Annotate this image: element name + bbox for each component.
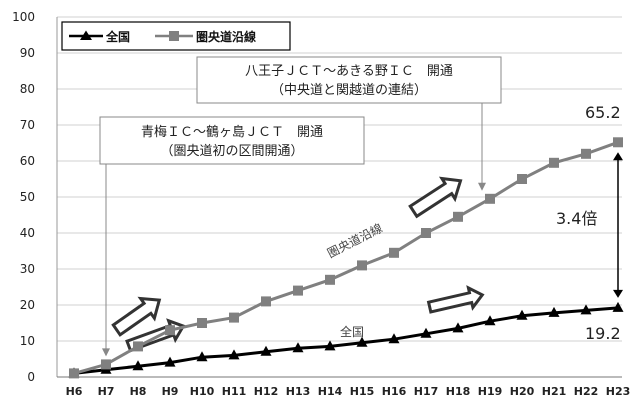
ratio-label: 3.4倍	[556, 209, 597, 228]
x-tick-label-H7: H7	[98, 385, 115, 398]
point-0-13	[484, 315, 496, 326]
ratio-arrow-head-top	[613, 152, 623, 161]
point-0-5	[228, 349, 240, 360]
x-axis-ticks: H6 H7 H8 H9 H10 H11 H12 H13 H14 H15 H16 H17 H18 H19 H2…	[66, 385, 630, 398]
x-tick-label-H13: H13	[286, 385, 311, 398]
x-tick-label-H9: H9	[162, 385, 179, 398]
y-tick-label-10: 10	[20, 334, 35, 348]
point-0-3	[164, 356, 176, 367]
point-0-11	[420, 327, 432, 338]
legend-triangle-icon	[80, 30, 92, 40]
annotation-box-ome: 青梅ＩＣ～鶴ヶ島ＪＣＴ 開通 （圏央道初の区間開通）	[99, 116, 365, 165]
annotation-hachioji-line1: 八王子ＪＣＴ～あきる野ＩＣ 開通	[245, 64, 453, 79]
point-1-10	[389, 247, 399, 258]
pointer-ome-head	[102, 348, 110, 357]
point-0-7	[292, 342, 304, 353]
y-tick-label-100: 100	[12, 10, 35, 24]
ratio-label-bg	[553, 205, 619, 231]
series-line-0	[73, 306, 619, 375]
series-label-national: 全国	[340, 324, 364, 339]
annotation-ome-line2: （圏央道初の区間開通）	[160, 144, 303, 159]
point-1-4	[197, 318, 207, 328]
point-1-11	[421, 228, 431, 238]
y-tick-label-0: 0	[27, 370, 35, 384]
point-1-5	[229, 312, 239, 323]
trend-arrow-national-2	[426, 285, 485, 314]
series-line-1	[73, 140, 619, 375]
x-tick-label-H8: H8	[130, 385, 147, 398]
legend-ken-o: 圏央道沿線	[196, 29, 256, 44]
trend-arrow-ken-o-2	[408, 176, 463, 219]
x-tick-label-H20: H20	[510, 385, 535, 398]
y-tick-label-80: 80	[20, 82, 35, 96]
x-tick-label-H6: H6	[66, 385, 83, 398]
ratio-arrow-head-bottom	[613, 289, 623, 298]
series-markers	[68, 137, 624, 379]
x-tick-label-H16: H16	[382, 385, 407, 398]
x-tick-label-H23: H23	[606, 385, 630, 398]
series-lines	[73, 140, 619, 375]
point-1-8	[325, 274, 335, 285]
point-1-6	[261, 296, 271, 307]
annotation-box-hachioji: 八王子ＪＣＴ～あきる野ＩＣ 開通 （中央道と関越道の連結）	[196, 56, 502, 104]
trend-arrows	[111, 176, 485, 353]
ratio-double-arrow	[613, 152, 623, 298]
point-0-9	[356, 336, 368, 347]
y-tick-label-30: 30	[20, 262, 35, 276]
x-tick-label-H17: H17	[414, 385, 439, 398]
point-0-8	[324, 340, 336, 351]
point-1-7	[293, 285, 303, 296]
point-1-0	[69, 368, 79, 379]
x-tick-label-H10: H10	[190, 385, 215, 398]
point-0-4	[196, 351, 208, 362]
trend-arrow-ken-o-1	[111, 296, 162, 337]
end-value-national: 19.2	[585, 324, 621, 343]
annotation-hachioji-line2: （中央道と関越道の連結）	[271, 83, 427, 98]
point-0-17	[612, 301, 624, 312]
series-label-ken-o: 圏央道沿線	[325, 220, 385, 261]
annotation-pointers	[102, 103, 486, 357]
y-tick-label-60: 60	[20, 154, 35, 168]
point-0-15	[548, 306, 560, 317]
point-0-6	[260, 345, 272, 356]
x-tick-label-H21: H21	[542, 385, 567, 398]
y-tick-label-70: 70	[20, 118, 35, 132]
point-1-15	[549, 157, 559, 168]
legend-national: 全国	[105, 29, 130, 44]
point-1-2	[133, 341, 143, 352]
annotation-ome-line1: 青梅ＩＣ～鶴ヶ島ＪＣＴ 開通	[141, 124, 323, 140]
x-tick-label-H18: H18	[446, 385, 471, 398]
pointer-hachioji-head	[478, 182, 486, 191]
axes	[56, 17, 622, 378]
y-tick-label-50: 50	[20, 190, 35, 204]
x-tick-label-H15: H15	[350, 385, 375, 398]
point-0-10	[388, 333, 400, 344]
x-tick-label-H14: H14	[318, 385, 343, 398]
y-tick-label-20: 20	[20, 298, 35, 312]
x-tick-label-H19: H19	[478, 385, 503, 398]
point-1-12	[453, 211, 463, 222]
point-1-17	[613, 137, 623, 148]
x-tick-label-H11: H11	[222, 385, 247, 398]
point-1-16	[581, 148, 591, 159]
point-1-13	[485, 193, 495, 204]
y-tick-label-90: 90	[20, 46, 35, 60]
point-1-1	[101, 359, 111, 370]
legend: 全国 圏央道沿線	[61, 21, 291, 51]
point-0-16	[580, 304, 592, 315]
legend-square-icon	[169, 31, 179, 41]
point-0-14	[516, 309, 528, 320]
x-tick-label-H22: H22	[574, 385, 599, 398]
point-0-2	[132, 360, 144, 371]
point-1-14	[517, 174, 527, 184]
y-tick-label-40: 40	[20, 226, 35, 240]
point-1-3	[165, 325, 175, 336]
point-0-12	[452, 322, 464, 333]
end-value-ken-o: 65.2	[585, 103, 621, 122]
point-1-9	[357, 260, 367, 271]
y-axis-ticks: 0 10 20 30 40 50 60 70 80 90 100	[12, 10, 35, 384]
x-tick-label-H12: H12	[254, 385, 279, 398]
